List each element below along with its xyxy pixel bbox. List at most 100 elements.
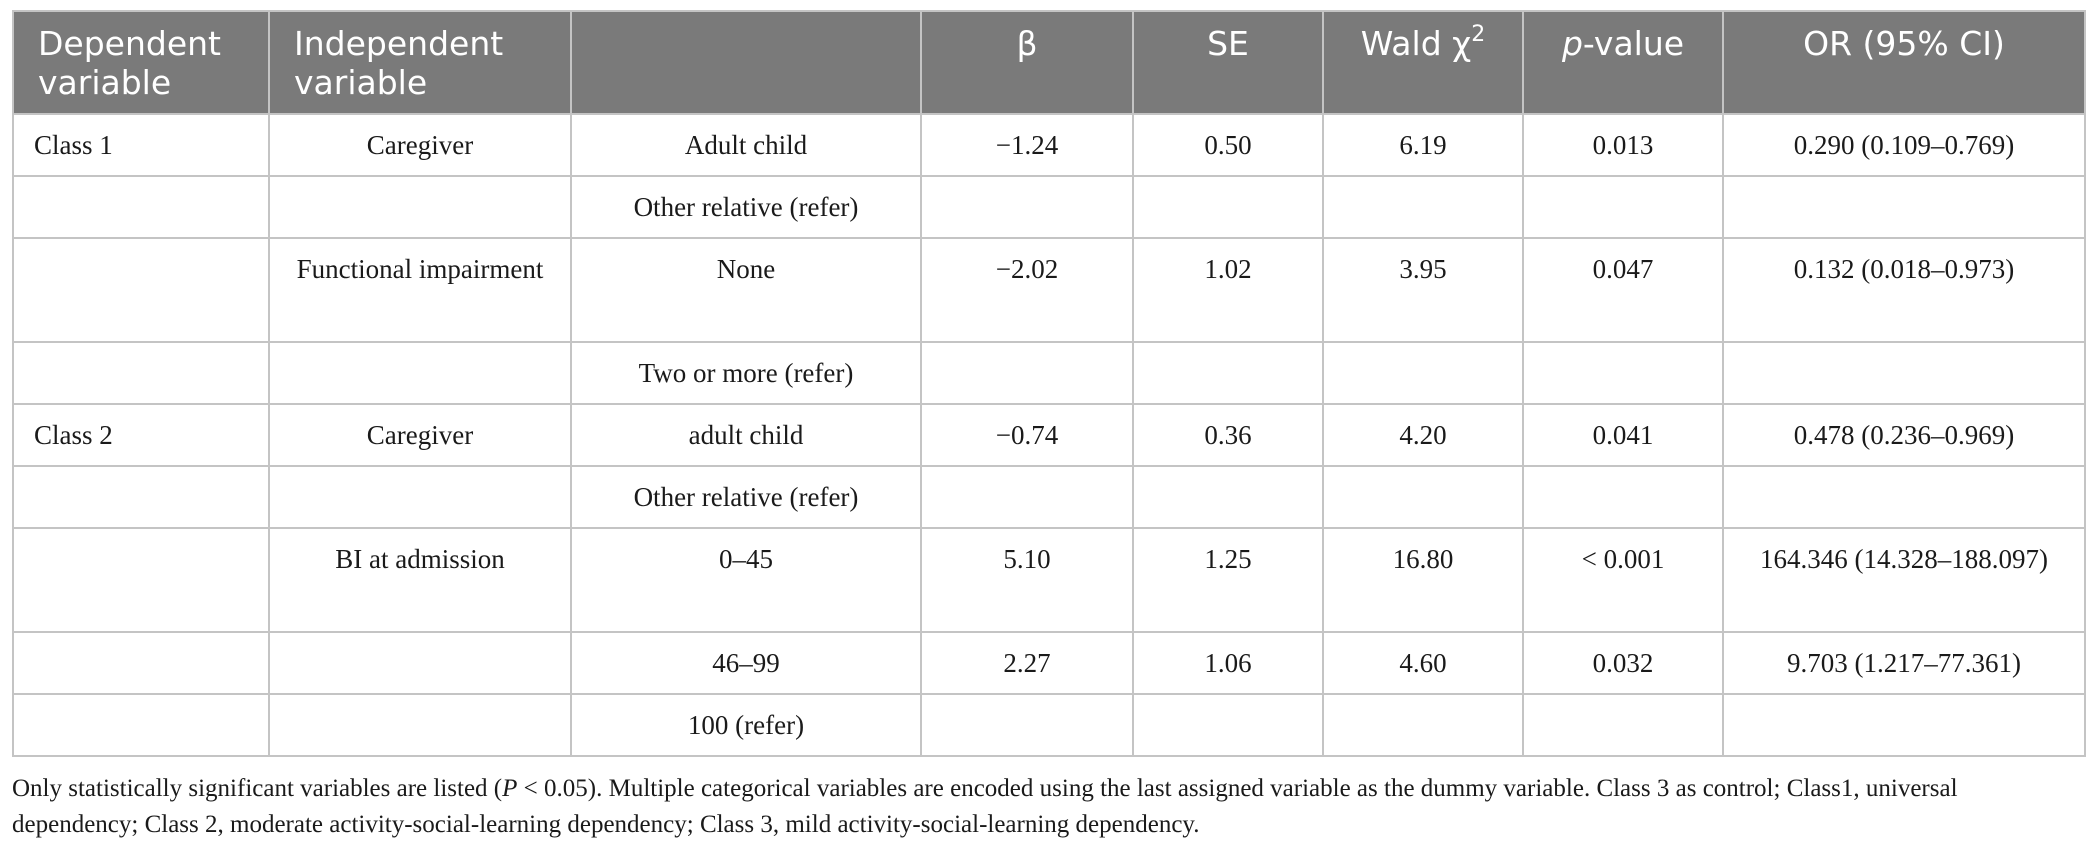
cell-p-value: 0.047	[1522, 237, 1724, 343]
cell-beta	[920, 175, 1134, 239]
header-se: SE	[1132, 10, 1324, 115]
header-wald-superscript: 2	[1471, 22, 1486, 47]
cell-dependent	[12, 341, 270, 405]
cell-odds-ratio	[1722, 465, 2086, 529]
header-level	[570, 10, 922, 115]
cell-se: 0.36	[1132, 403, 1324, 467]
cell-se: 1.06	[1132, 631, 1324, 695]
cell-level: adult child	[570, 403, 922, 467]
cell-odds-ratio: 0.290 (0.109–0.769)	[1722, 113, 2086, 177]
cell-dependent	[12, 693, 270, 757]
cell-se	[1132, 693, 1324, 757]
cell-dependent	[12, 631, 270, 695]
footnote-p-letter: P	[502, 775, 518, 802]
header-p-suffix: -value	[1582, 24, 1685, 63]
header-wald: Wald χ2	[1322, 10, 1524, 115]
cell-independent	[268, 693, 572, 757]
cell-se	[1132, 175, 1324, 239]
cell-beta: −0.74	[920, 403, 1134, 467]
cell-se	[1132, 341, 1324, 405]
cell-wald: 6.19	[1322, 113, 1524, 177]
cell-dependent	[12, 237, 270, 343]
cell-independent: Caregiver	[268, 113, 572, 177]
cell-wald	[1322, 465, 1524, 529]
cell-se	[1132, 465, 1324, 529]
cell-level: Two or more (refer)	[570, 341, 922, 405]
cell-odds-ratio	[1722, 175, 2086, 239]
cell-odds-ratio: 0.132 (0.018–0.973)	[1722, 237, 2086, 343]
footnote-text-end: < 0.05). Multiple categorical variables …	[12, 775, 1958, 838]
cell-p-value	[1522, 465, 1724, 529]
cell-wald: 16.80	[1322, 527, 1524, 633]
cell-level: None	[570, 237, 922, 343]
cell-odds-ratio: 0.478 (0.236–0.969)	[1722, 403, 2086, 467]
cell-independent: Functional impairment	[268, 237, 572, 343]
cell-wald: 4.20	[1322, 403, 1524, 467]
cell-dependent	[12, 465, 270, 529]
cell-independent	[268, 631, 572, 695]
logistic-regression-table: Dependent variable Independent variable …	[12, 10, 2086, 757]
cell-level: Other relative (refer)	[570, 465, 922, 529]
header-p-value: p-value	[1522, 10, 1724, 115]
cell-independent: Caregiver	[268, 403, 572, 467]
table-header-row: Dependent variable Independent variable …	[12, 10, 2086, 115]
cell-p-value: 0.013	[1522, 113, 1724, 177]
cell-beta: −2.02	[920, 237, 1134, 343]
cell-p-value: < 0.001	[1522, 527, 1724, 633]
cell-se: 1.02	[1132, 237, 1324, 343]
table-row: Class 2 Caregiver adult child −0.74 0.36…	[12, 403, 2086, 467]
table-row: 46–99 2.27 1.06 4.60 0.032 9.703 (1.217–…	[12, 631, 2086, 695]
cell-beta	[920, 465, 1134, 529]
cell-odds-ratio	[1722, 341, 2086, 405]
header-independent-variable: Independent variable	[268, 10, 572, 115]
cell-beta: 2.27	[920, 631, 1134, 695]
results-table-container: Dependent variable Independent variable …	[12, 10, 2086, 757]
header-beta: β	[920, 10, 1134, 115]
cell-p-value: 0.041	[1522, 403, 1724, 467]
table-row: 100 (refer)	[12, 693, 2086, 757]
cell-independent	[268, 465, 572, 529]
cell-beta: −1.24	[920, 113, 1134, 177]
cell-wald: 3.95	[1322, 237, 1524, 343]
cell-wald	[1322, 175, 1524, 239]
table-row: BI at admission 0–45 5.10 1.25 16.80 < 0…	[12, 527, 2086, 633]
cell-dependent: Class 1	[12, 113, 270, 177]
table-row: Other relative (refer)	[12, 465, 2086, 529]
cell-independent	[268, 341, 572, 405]
cell-independent: BI at admission	[268, 527, 572, 633]
header-odds-ratio: OR (95% CI)	[1722, 10, 2086, 115]
cell-odds-ratio: 9.703 (1.217–77.361)	[1722, 631, 2086, 695]
cell-p-value	[1522, 175, 1724, 239]
cell-level: 46–99	[570, 631, 922, 695]
table-footnote: Only statistically significant variables…	[12, 771, 2084, 843]
cell-dependent	[12, 175, 270, 239]
cell-level: 100 (refer)	[570, 693, 922, 757]
table-row: Two or more (refer)	[12, 341, 2086, 405]
cell-beta: 5.10	[920, 527, 1134, 633]
cell-p-value: 0.032	[1522, 631, 1724, 695]
cell-se: 1.25	[1132, 527, 1324, 633]
cell-dependent	[12, 527, 270, 633]
cell-odds-ratio	[1722, 693, 2086, 757]
footnote-text-start: Only statistically significant variables…	[12, 775, 503, 802]
table-row: Class 1 Caregiver Adult child −1.24 0.50…	[12, 113, 2086, 177]
cell-level: 0–45	[570, 527, 922, 633]
cell-p-value	[1522, 693, 1724, 757]
cell-level: Adult child	[570, 113, 922, 177]
cell-odds-ratio: 164.346 (14.328–188.097)	[1722, 527, 2086, 633]
cell-dependent: Class 2	[12, 403, 270, 467]
cell-wald: 4.60	[1322, 631, 1524, 695]
cell-level: Other relative (refer)	[570, 175, 922, 239]
cell-independent	[268, 175, 572, 239]
header-wald-label: Wald χ	[1360, 24, 1472, 63]
header-p-letter: p	[1561, 24, 1583, 63]
header-dependent-variable: Dependent variable	[12, 10, 270, 115]
cell-wald	[1322, 693, 1524, 757]
cell-beta	[920, 693, 1134, 757]
table-row: Other relative (refer)	[12, 175, 2086, 239]
cell-se: 0.50	[1132, 113, 1324, 177]
cell-p-value	[1522, 341, 1724, 405]
cell-beta	[920, 341, 1134, 405]
table-row: Functional impairment None −2.02 1.02 3.…	[12, 237, 2086, 343]
cell-wald	[1322, 341, 1524, 405]
